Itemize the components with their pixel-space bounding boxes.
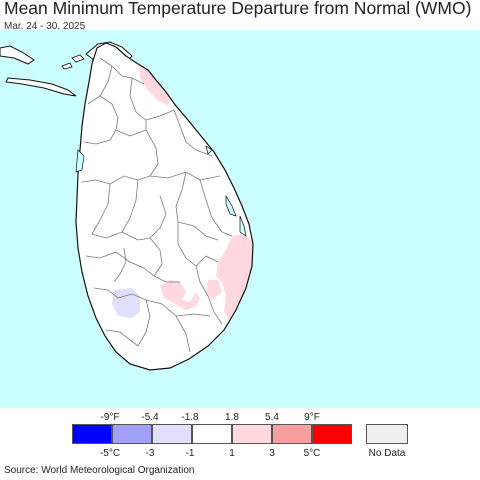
legend-f-tick: -9°F: [100, 412, 120, 423]
mannar-island: [5, 77, 77, 97]
legend-c-tick: 1: [229, 448, 235, 459]
cool-anomaly-southwest: [112, 288, 140, 318]
legend-f-tick: 9°F: [304, 412, 320, 423]
legend-swatch: [152, 424, 192, 444]
legend: -9°F -5.4 -1.8 1.8 5.4 9°F -5°C -3 -1 1 …: [0, 408, 480, 460]
legend-swatch: [112, 424, 152, 444]
sri-lanka-map: [0, 30, 480, 408]
lagoon-trinco: [205, 145, 213, 155]
legend-f-tick: -5.4: [141, 412, 159, 423]
no-data-swatch: [366, 424, 408, 444]
source-credit: Source: World Meteorological Organizatio…: [4, 465, 195, 476]
lagoon-puttalam: [75, 149, 85, 173]
warm-anomaly-north: [140, 66, 170, 106]
legend-f-tick: -1.8: [181, 412, 199, 423]
no-data-label: No Data: [368, 448, 406, 459]
district-borders: [81, 57, 233, 353]
date-range: Mar. 24 - 30, 2025: [4, 21, 86, 32]
coastline: [75, 42, 254, 371]
legend-swatch: [272, 424, 312, 444]
warm-anomaly-south-2: [206, 280, 222, 300]
legend-c-tick: -5°C: [99, 448, 121, 459]
legend-swatch: [312, 424, 352, 444]
legend-c-tick: 5°C: [303, 448, 321, 459]
legend-c-tick: -3: [145, 448, 155, 459]
legend-c-tick: 3: [269, 448, 275, 459]
legend-c-tick: -1: [185, 448, 195, 459]
mainland-tip: [0, 45, 35, 65]
island-2: [61, 62, 73, 70]
lagoon-batticaloa: [239, 215, 247, 237]
legend-swatch: [192, 424, 232, 444]
map-title: Mean Minimum Temperature Departure from …: [4, 0, 472, 18]
legend-swatch: [232, 424, 272, 444]
lagoon-east: [225, 194, 237, 217]
legend-swatch: [72, 424, 112, 444]
island-1: [71, 54, 85, 63]
warm-anomaly-south-1: [160, 280, 200, 310]
legend-f-tick: 1.8: [225, 412, 239, 423]
legend-f-tick: 5.4: [265, 412, 279, 423]
